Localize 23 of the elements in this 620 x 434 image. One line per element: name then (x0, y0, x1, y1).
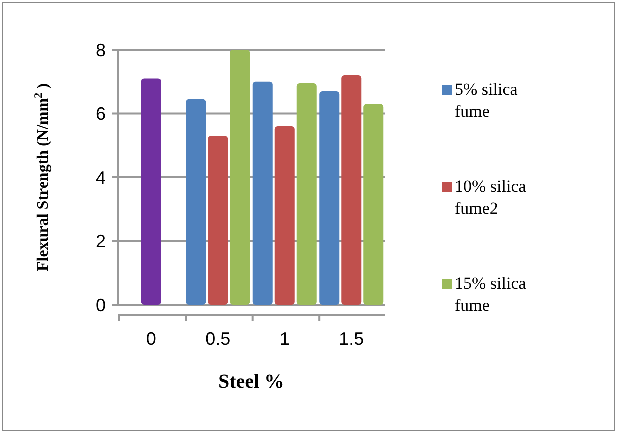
legend-label: 15% silica fume (455, 274, 527, 315)
y-tick-label: 6 (96, 104, 106, 124)
bar (296, 83, 317, 305)
bar (320, 91, 340, 305)
y-tick-label: 0 (96, 295, 106, 316)
bar (208, 136, 228, 305)
bar (274, 126, 295, 305)
bar (141, 78, 162, 305)
x-tick-label: 1 (280, 329, 290, 349)
legend-label: 5% silica fume (455, 80, 518, 121)
bar (342, 76, 362, 305)
y-tick-label: 8 (96, 40, 106, 60)
x-tick-label: 1.5 (339, 329, 364, 349)
bar (252, 82, 273, 305)
bar (230, 50, 250, 305)
x-tick-label: 0.5 (206, 329, 231, 349)
x-tick-label: 0 (146, 329, 156, 349)
x-axis-title: Steel % (218, 371, 285, 393)
bar (186, 99, 206, 305)
legend-label: 10% silica fume2 (455, 177, 527, 218)
y-tick-label: 4 (96, 168, 106, 188)
bar (364, 104, 384, 305)
y-tick-label: 2 (96, 232, 106, 252)
